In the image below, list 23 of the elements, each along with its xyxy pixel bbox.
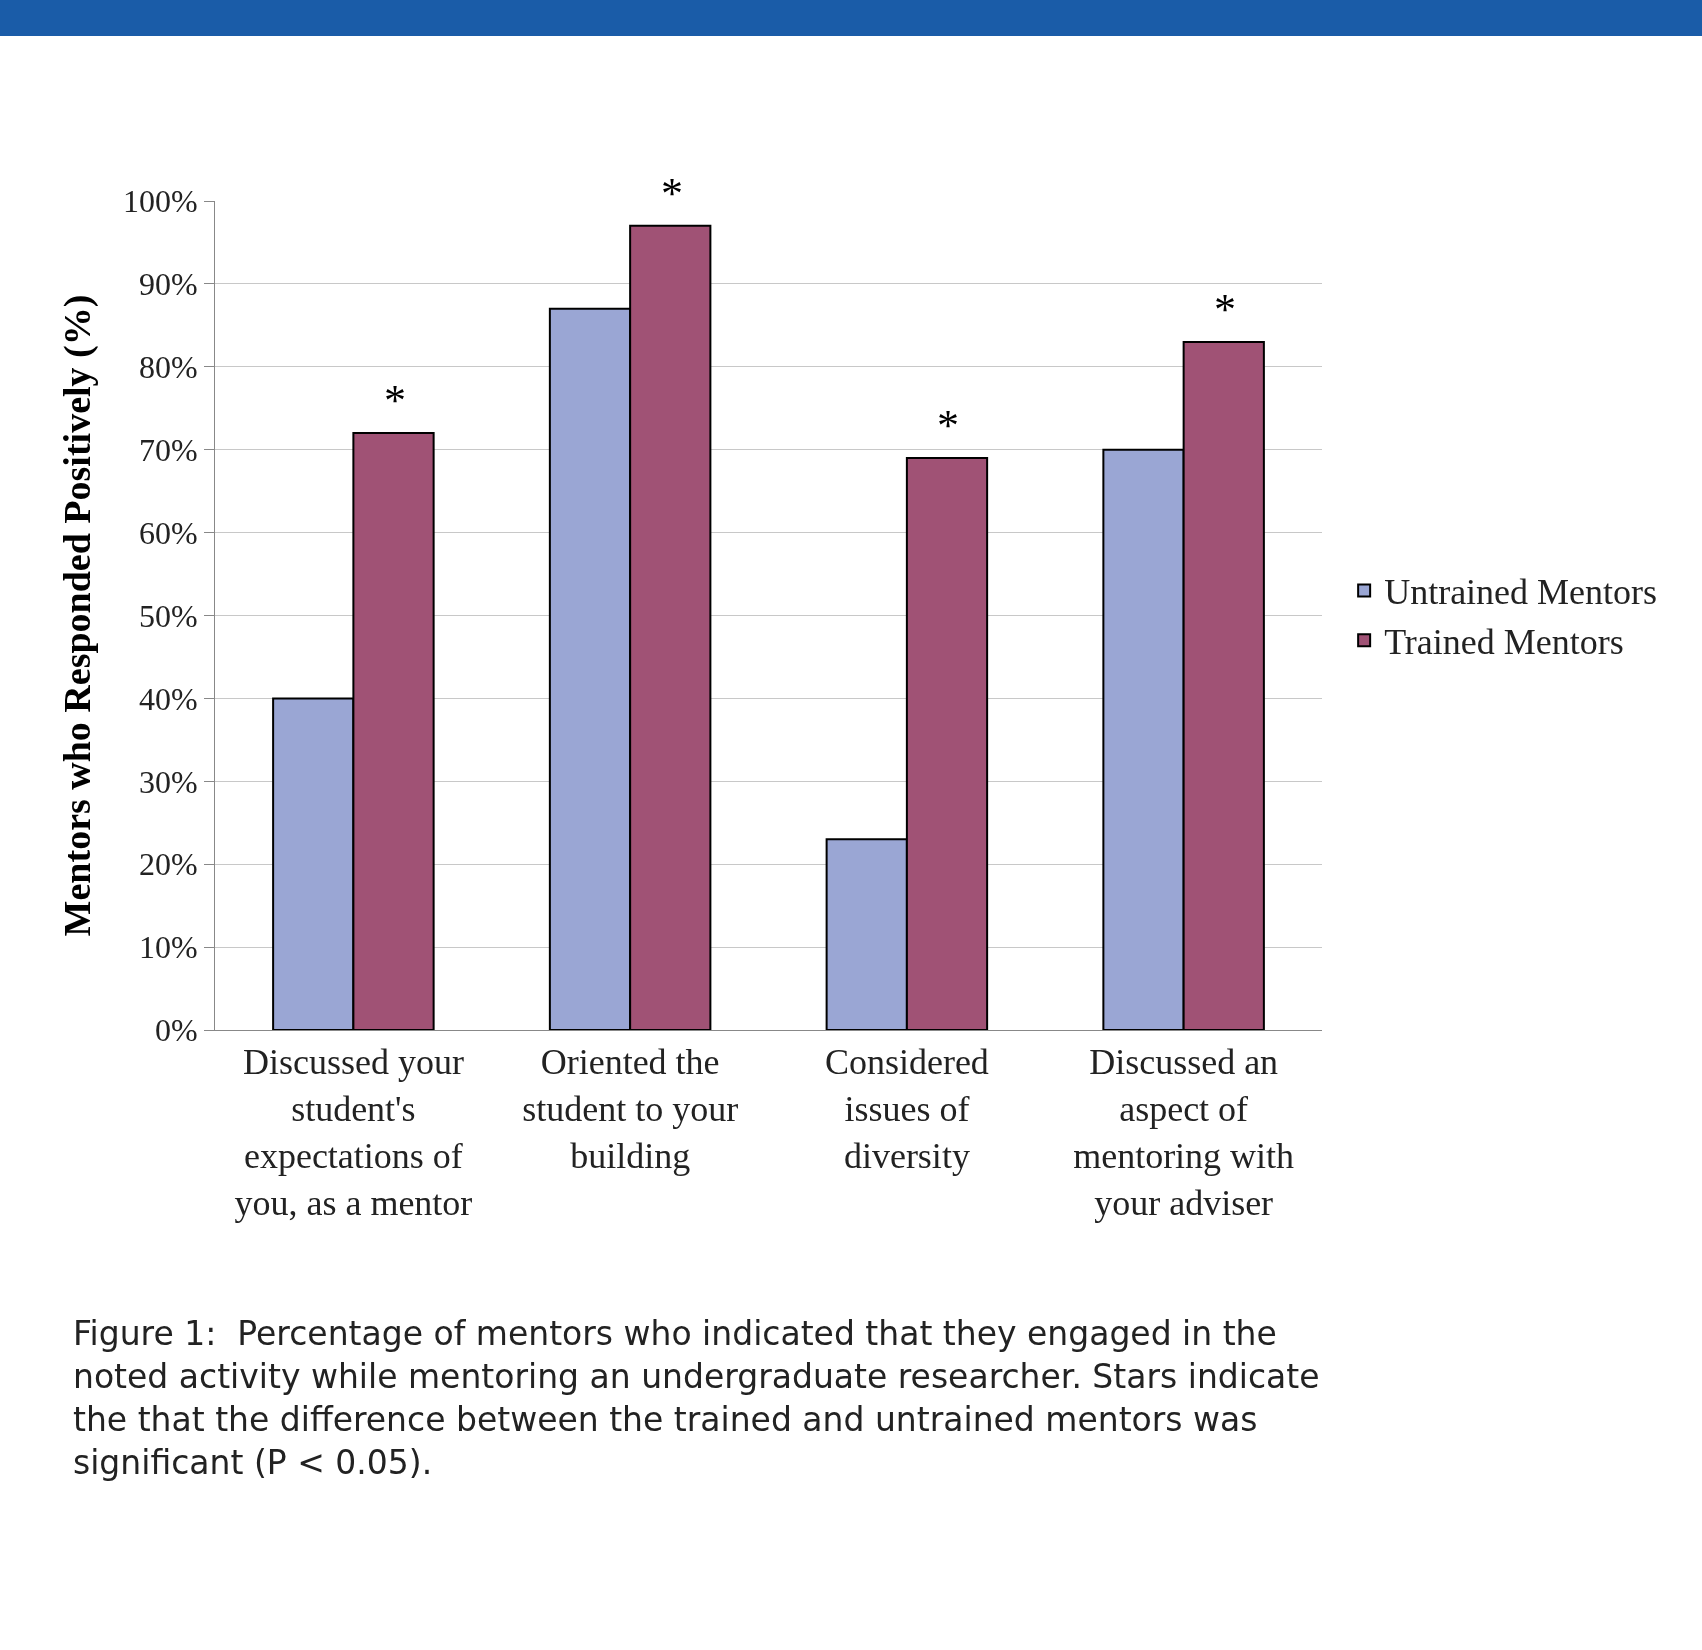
y-tick-label: 0% [154, 1012, 198, 1049]
x-tick-label: Discussed an aspect of mentoring with your adviser [1073, 1042, 1295, 1223]
y-tick-label: 30% [138, 763, 198, 800]
y-tick-label: 10% [138, 929, 198, 966]
annotation: * [937, 401, 959, 450]
y-axis-title: Mentors who Responded Positively (%) [56, 294, 100, 937]
legend-label: Untrained Mentors [1384, 572, 1658, 613]
legend-label: Trained Mentors [1384, 622, 1624, 663]
y-tick-label: 60% [138, 514, 198, 551]
x-tick-label: Oriented the student to your building [522, 1042, 739, 1176]
y-tick-label: 100% [122, 183, 198, 220]
x-tick-label: Discussed your student's expectations of you, as a mentor [234, 1042, 473, 1223]
y-tick-label: 20% [138, 846, 198, 883]
y-tick-label: 90% [138, 266, 198, 303]
y-tick-label: 50% [138, 597, 198, 634]
y-tick-label: 70% [138, 431, 198, 468]
y-tick-label: 40% [138, 680, 198, 717]
annotation: * [1214, 285, 1236, 334]
caption: Figure 1: Percentage of mentors who indicated that they engaged in the noted activity while mentoring an undergraduate researcher. Stars indicate the that the difference between the trained and untrained mentors was significant (P < 0.05). [73, 1314, 1320, 1482]
annotation: * [661, 169, 683, 218]
y-tick-label: 80% [138, 349, 198, 385]
x-tick-label: Considered issues of diversity [824, 1042, 989, 1176]
annotation: * [384, 376, 406, 425]
